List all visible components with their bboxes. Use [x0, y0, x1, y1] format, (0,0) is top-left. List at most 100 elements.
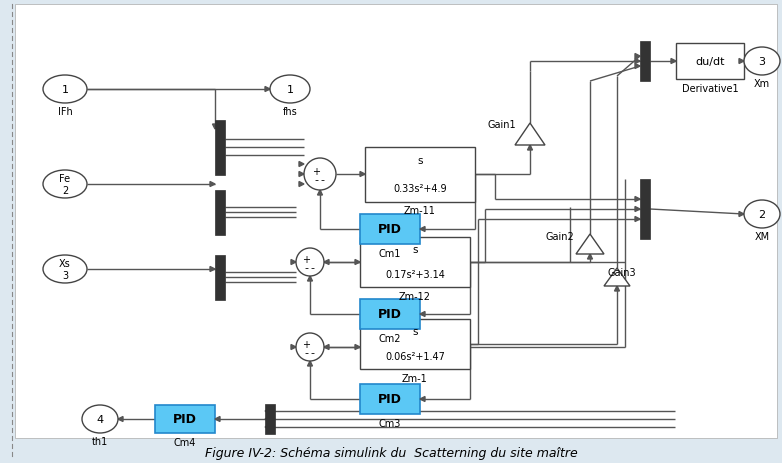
Polygon shape	[635, 54, 640, 59]
Text: Cm3: Cm3	[378, 418, 401, 428]
Polygon shape	[635, 64, 640, 69]
Text: +: +	[302, 255, 310, 264]
Text: Figure IV-2: Schéma simulink du  Scatterning du site maître: Figure IV-2: Schéma simulink du Scattern…	[205, 446, 577, 459]
Polygon shape	[213, 125, 217, 130]
Polygon shape	[299, 162, 304, 167]
Text: -: -	[304, 347, 308, 357]
Text: -: -	[310, 347, 314, 357]
Bar	[360, 300, 420, 329]
Polygon shape	[118, 417, 123, 422]
Polygon shape	[210, 267, 215, 272]
Polygon shape	[587, 255, 593, 259]
Ellipse shape	[744, 200, 780, 229]
Text: 4: 4	[96, 414, 103, 424]
Text: Xs
3: Xs 3	[59, 259, 71, 280]
Text: Gain1: Gain1	[488, 120, 516, 130]
Text: fhs: fhs	[282, 107, 297, 117]
Circle shape	[296, 249, 324, 276]
Ellipse shape	[82, 405, 118, 433]
Text: Gain2: Gain2	[546, 232, 574, 242]
Text: s: s	[418, 156, 423, 166]
Bar	[360, 319, 470, 369]
Polygon shape	[420, 397, 425, 401]
Polygon shape	[291, 260, 296, 265]
Text: PID: PID	[378, 393, 402, 406]
Polygon shape	[299, 182, 304, 187]
Text: Zm-12: Zm-12	[399, 291, 431, 301]
Polygon shape	[739, 212, 744, 217]
Polygon shape	[291, 345, 296, 350]
Polygon shape	[355, 345, 360, 350]
Text: 2: 2	[759, 210, 766, 219]
Bar	[360, 238, 470, 288]
Polygon shape	[615, 287, 619, 291]
Polygon shape	[635, 207, 640, 212]
Bar	[215, 190, 225, 235]
Circle shape	[296, 333, 324, 361]
Polygon shape	[420, 312, 425, 317]
Ellipse shape	[270, 76, 310, 104]
Polygon shape	[515, 124, 545, 146]
Text: 3: 3	[759, 57, 766, 67]
Polygon shape	[671, 59, 676, 64]
Ellipse shape	[43, 171, 87, 199]
Polygon shape	[265, 88, 270, 92]
Text: -: -	[310, 263, 314, 272]
Polygon shape	[324, 345, 329, 350]
Ellipse shape	[43, 76, 87, 104]
Bar	[360, 384, 420, 414]
Polygon shape	[265, 417, 269, 421]
Polygon shape	[739, 59, 744, 64]
Polygon shape	[604, 269, 630, 287]
Text: 1: 1	[62, 85, 69, 95]
Polygon shape	[215, 417, 220, 422]
Text: Zm-1: Zm-1	[402, 373, 428, 383]
Text: Cm1: Cm1	[378, 249, 401, 258]
Polygon shape	[635, 59, 640, 64]
Bar	[155, 405, 215, 433]
Text: PID: PID	[173, 413, 197, 425]
Bar	[640, 42, 650, 82]
Polygon shape	[576, 234, 604, 255]
Text: du/dt: du/dt	[695, 57, 725, 67]
Text: s: s	[412, 245, 418, 255]
Polygon shape	[355, 260, 360, 265]
Text: -: -	[320, 175, 324, 185]
Text: -: -	[314, 175, 318, 185]
Text: 0.17s²+3.14: 0.17s²+3.14	[385, 270, 445, 280]
Polygon shape	[210, 182, 215, 187]
Ellipse shape	[43, 256, 87, 283]
Text: Gain3: Gain3	[608, 268, 637, 277]
Polygon shape	[299, 172, 304, 177]
Ellipse shape	[744, 48, 780, 76]
Text: PID: PID	[378, 308, 402, 321]
Bar	[640, 180, 650, 239]
Bar	[265, 404, 275, 434]
Text: 0.06s²+1.47: 0.06s²+1.47	[385, 352, 445, 362]
Bar	[365, 147, 475, 202]
Text: Fe
2: Fe 2	[59, 174, 70, 195]
Polygon shape	[635, 217, 640, 222]
Text: 1: 1	[286, 85, 293, 95]
Circle shape	[304, 159, 336, 191]
Polygon shape	[360, 172, 365, 177]
Polygon shape	[528, 146, 533, 150]
Text: +: +	[302, 339, 310, 349]
Bar	[360, 214, 420, 244]
Text: +: +	[312, 167, 320, 176]
Text: th1: th1	[91, 436, 108, 446]
Bar	[215, 255, 225, 300]
Text: PID: PID	[378, 223, 402, 236]
Text: IFh: IFh	[58, 107, 73, 117]
Polygon shape	[324, 260, 329, 265]
Text: s: s	[412, 327, 418, 337]
Text: XM: XM	[755, 232, 769, 242]
Text: Cm2: Cm2	[378, 333, 401, 343]
Polygon shape	[265, 425, 269, 429]
Polygon shape	[635, 197, 640, 202]
Polygon shape	[317, 191, 322, 195]
Bar	[215, 120, 225, 175]
Text: 0.33s²+4.9: 0.33s²+4.9	[393, 183, 447, 194]
Polygon shape	[307, 276, 313, 282]
Text: Derivative1: Derivative1	[682, 84, 738, 94]
